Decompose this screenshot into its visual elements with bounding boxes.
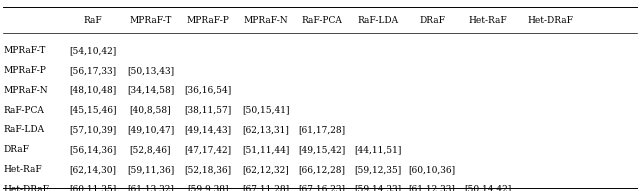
Text: DRaF: DRaF — [419, 15, 445, 25]
Text: [40,8,58]: [40,8,58] — [129, 105, 172, 115]
Text: RaF-PCA: RaF-PCA — [3, 105, 44, 115]
Text: MPRaF-N: MPRaF-N — [3, 86, 48, 95]
Text: Het-RaF: Het-RaF — [3, 165, 42, 174]
Text: [61,12,33]: [61,12,33] — [408, 185, 456, 191]
Text: [56,17,33]: [56,17,33] — [69, 66, 116, 75]
Text: MPRaF-T: MPRaF-T — [129, 15, 172, 25]
Text: [54,10,42]: [54,10,42] — [69, 46, 116, 55]
Text: RaF-LDA: RaF-LDA — [3, 125, 44, 134]
Text: [36,16,54]: [36,16,54] — [184, 86, 232, 95]
Text: MPRaF-P: MPRaF-P — [187, 15, 229, 25]
Text: [60,10,36]: [60,10,36] — [408, 165, 456, 174]
Text: [67,11,28]: [67,11,28] — [242, 185, 289, 191]
Text: [59,11,36]: [59,11,36] — [127, 165, 174, 174]
Text: [66,12,28]: [66,12,28] — [298, 165, 346, 174]
Text: Het-RaF: Het-RaF — [469, 15, 508, 25]
Text: [59,14,33]: [59,14,33] — [354, 185, 401, 191]
Text: [50,13,43]: [50,13,43] — [127, 66, 174, 75]
Text: [62,14,30]: [62,14,30] — [69, 165, 116, 174]
Text: [50,15,41]: [50,15,41] — [242, 105, 289, 115]
Text: [57,10,39]: [57,10,39] — [69, 125, 116, 134]
Text: [67,16,23]: [67,16,23] — [298, 185, 346, 191]
Text: RaF-PCA: RaF-PCA — [301, 15, 342, 25]
Text: [52,18,36]: [52,18,36] — [184, 165, 232, 174]
Text: MPRaF-T: MPRaF-T — [3, 46, 45, 55]
Text: [34,14,58]: [34,14,58] — [127, 86, 174, 95]
Text: [38,11,57]: [38,11,57] — [184, 105, 232, 115]
Text: [61,13,32]: [61,13,32] — [127, 185, 174, 191]
Text: [49,15,42]: [49,15,42] — [298, 145, 346, 154]
Text: [49,10,47]: [49,10,47] — [127, 125, 174, 134]
Text: [48,10,48]: [48,10,48] — [69, 86, 116, 95]
Text: [47,17,42]: [47,17,42] — [184, 145, 232, 154]
Text: [56,14,36]: [56,14,36] — [69, 145, 116, 154]
Text: [44,11,51]: [44,11,51] — [354, 145, 401, 154]
Text: [59,12,35]: [59,12,35] — [354, 165, 401, 174]
Text: RaF: RaF — [83, 15, 102, 25]
Text: [62,13,31]: [62,13,31] — [242, 125, 289, 134]
Text: MPRaF-N: MPRaF-N — [243, 15, 288, 25]
Text: [45,15,46]: [45,15,46] — [69, 105, 116, 115]
Text: [52,8,46]: [52,8,46] — [130, 145, 171, 154]
Text: Het-DRaF: Het-DRaF — [527, 15, 573, 25]
Text: [59,9,38]: [59,9,38] — [188, 185, 228, 191]
Text: RaF-LDA: RaF-LDA — [357, 15, 398, 25]
Text: DRaF: DRaF — [3, 145, 29, 154]
Text: MPRaF-P: MPRaF-P — [3, 66, 46, 75]
Text: [50,14,42]: [50,14,42] — [465, 185, 512, 191]
Text: [60,11,35]: [60,11,35] — [69, 185, 116, 191]
Text: [49,14,43]: [49,14,43] — [184, 125, 232, 134]
Text: [62,12,32]: [62,12,32] — [242, 165, 289, 174]
Text: [61,17,28]: [61,17,28] — [298, 125, 346, 134]
Text: Het-DRaF: Het-DRaF — [3, 185, 49, 191]
Text: [51,11,44]: [51,11,44] — [242, 145, 289, 154]
